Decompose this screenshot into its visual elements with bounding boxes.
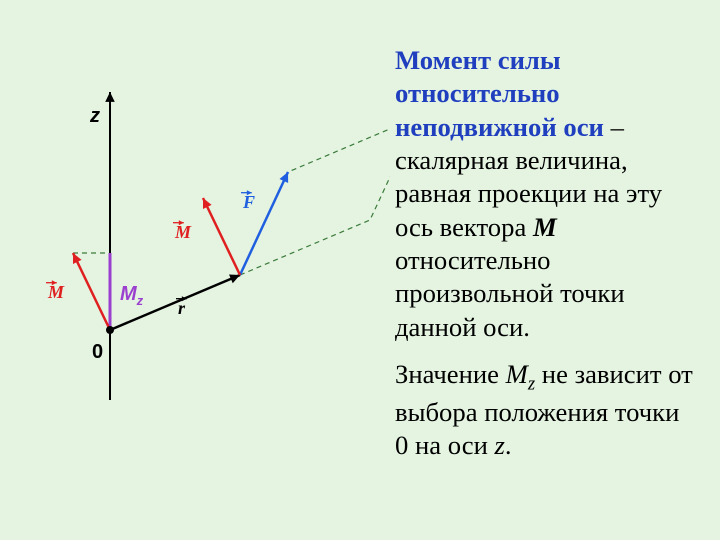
axis-z: z — [495, 430, 505, 460]
paragraph-note: Значение Mz не зависит от выбора положен… — [395, 358, 695, 462]
paragraph-definition: Момент силы относительно неподвижной оси… — [395, 44, 695, 344]
svg-text:z: z — [89, 105, 100, 127]
diagram-svg: zMzrFMM0 — [30, 80, 390, 420]
para2-a: Значение — [395, 359, 506, 389]
para2-c: . — [505, 430, 512, 460]
svg-text:0: 0 — [92, 341, 103, 363]
text-area: Момент силы относительно неподвижной оси… — [395, 44, 695, 476]
term-highlight: Момент силы относительно неподвижной оси — [395, 45, 604, 142]
para1-rest-b: относительно произвольной точки данной о… — [395, 245, 625, 342]
mz-m: M — [506, 359, 528, 389]
vector-M: M — [533, 212, 557, 242]
svg-text:M: M — [47, 282, 65, 302]
diagram-area: zMzrFMM0 — [30, 80, 390, 420]
svg-text:Mz: Mz — [120, 283, 144, 308]
svg-text:F: F — [242, 192, 255, 212]
page: zMzrFMM0 Момент силы относительно неподв… — [0, 0, 720, 540]
svg-text:M: M — [174, 222, 192, 242]
